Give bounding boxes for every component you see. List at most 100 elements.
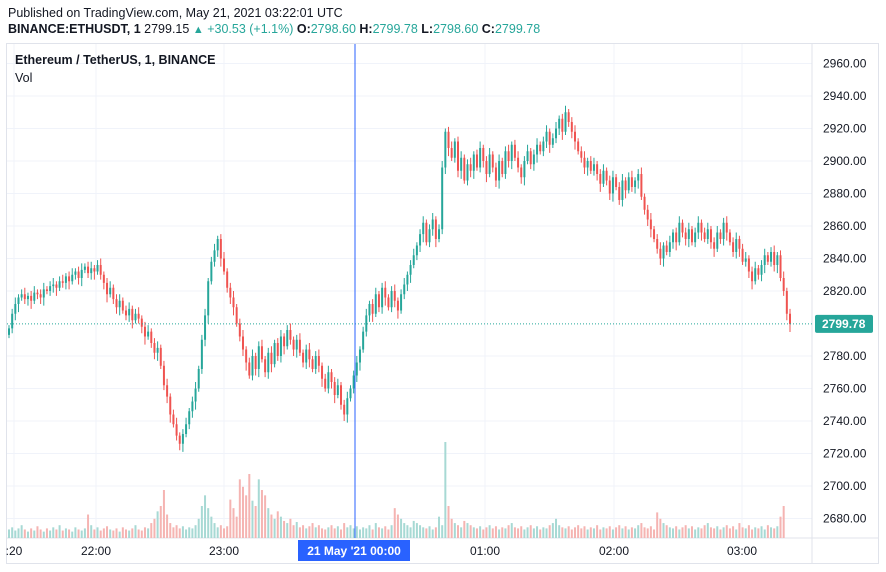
candle-body [507, 151, 510, 161]
volume-bar [213, 523, 216, 538]
volume-bar [596, 525, 599, 538]
candle-body [498, 161, 501, 181]
candle-body [213, 250, 216, 262]
candle-body [510, 144, 513, 161]
candle-body [71, 274, 74, 282]
candle-body [387, 297, 390, 308]
candle-body [362, 331, 365, 350]
candle-body [687, 229, 690, 239]
y-tick-label: 2840.00 [823, 252, 867, 266]
candle-body [624, 180, 627, 191]
candle-body [254, 356, 257, 369]
x-tick-label: 01:00 [470, 544, 500, 558]
volume-bar [412, 520, 415, 538]
candle-body [238, 323, 241, 337]
volume-bar [17, 528, 20, 538]
volume-bar [766, 525, 769, 538]
candle-body [74, 271, 77, 275]
candle-body [460, 157, 463, 171]
candle-body [681, 222, 684, 233]
y-tick-label: 2860.00 [823, 219, 867, 233]
volume-bar [352, 528, 355, 538]
candle-body [513, 144, 516, 158]
candle-body [637, 174, 640, 181]
candle-body [422, 222, 425, 235]
volume-bar [396, 514, 399, 538]
volume-bar [722, 527, 725, 538]
volume-bar [504, 528, 507, 538]
x-tick-label: 23:00 [209, 544, 239, 558]
candle-body [241, 336, 244, 350]
candle-body [80, 269, 83, 278]
candle-body [438, 229, 441, 239]
volume-bar [646, 528, 649, 538]
candle-body [580, 151, 583, 158]
close-value: 2799.78 [494, 22, 541, 36]
volume-bar [384, 526, 387, 538]
candle-body [26, 295, 29, 300]
candle-body [267, 352, 270, 373]
candle-body [419, 234, 422, 246]
candle-body [169, 396, 172, 415]
candle-body [469, 164, 472, 171]
volume-bar [355, 526, 358, 538]
candle-body [621, 180, 624, 200]
candle-body [406, 274, 409, 285]
volume-bar [257, 479, 260, 538]
volume-bar [428, 526, 431, 538]
volume-bar [599, 529, 602, 538]
volume-bar [706, 523, 709, 538]
volume-bar [751, 529, 754, 538]
candle-body [181, 434, 184, 444]
high-value: 2799.78 [372, 22, 418, 36]
volume-bar [510, 523, 513, 538]
volume-bar [194, 525, 197, 538]
candle-body [273, 343, 276, 365]
candle-body [472, 154, 475, 171]
volume-bar [20, 525, 23, 538]
volume-bar [747, 525, 750, 538]
volume-bar [311, 523, 314, 538]
volume-bar [11, 527, 14, 538]
candle-body [55, 284, 58, 288]
candle-body [766, 255, 769, 262]
volume-bar [438, 516, 441, 538]
candle-body [150, 331, 153, 343]
low-label: L: [421, 22, 434, 36]
candle-body [305, 349, 308, 363]
candle-body [20, 294, 23, 298]
candle-body [112, 287, 115, 300]
volume-bar [169, 523, 172, 538]
candle-body [134, 313, 137, 321]
volume-bar [580, 528, 583, 538]
candle-body [245, 349, 248, 363]
candle-body [722, 222, 725, 239]
candle-body [124, 310, 127, 316]
volume-bar [204, 495, 207, 538]
volume-bar [532, 528, 535, 538]
candle-body [494, 167, 497, 181]
volume-bar [640, 523, 643, 538]
candle-body [564, 112, 567, 132]
volume-bar [260, 490, 263, 538]
volume-bar [68, 529, 71, 538]
candle-body [706, 229, 709, 239]
volume-bar [618, 525, 621, 538]
candle-body [204, 315, 207, 340]
candle-body [311, 359, 314, 369]
volume-bar [58, 525, 61, 538]
volume-bar [728, 528, 731, 538]
candle-body [327, 372, 330, 389]
candle-body [343, 404, 346, 415]
candle-body [776, 255, 779, 265]
candle-body [643, 196, 646, 210]
candle-body [118, 300, 121, 308]
up-arrow-icon: ▲ [192, 24, 204, 36]
volume-bar [279, 516, 282, 538]
volume-bar [267, 508, 270, 538]
candle-body [665, 245, 668, 252]
volume-bar [175, 525, 178, 538]
candle-body [630, 177, 633, 187]
candle-body [725, 222, 728, 233]
